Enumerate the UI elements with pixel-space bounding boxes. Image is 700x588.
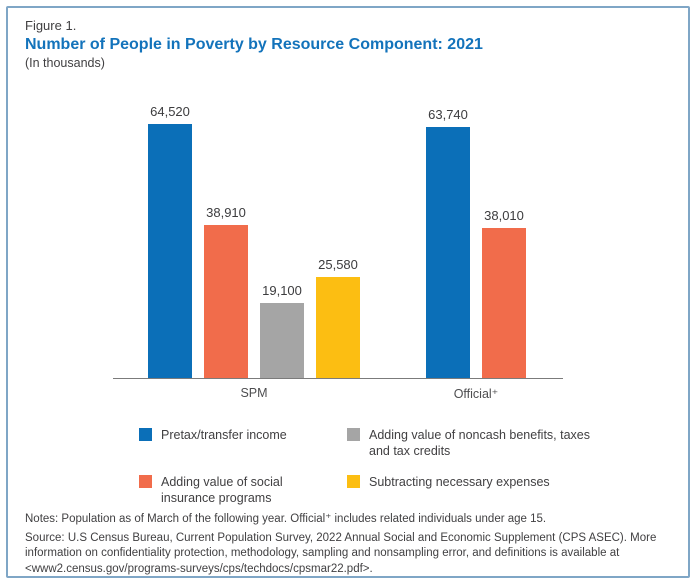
bar-value-label: 25,580 <box>318 257 358 272</box>
legend-item: Subtracting necessary expenses <box>347 474 605 507</box>
bar: 38,910 <box>204 205 248 378</box>
source-text: Source: U.S Census Bureau, Current Popul… <box>25 531 657 575</box>
bar: 64,520 <box>148 104 192 378</box>
bar-value-label: 38,010 <box>484 208 524 223</box>
figure-subtitle: (In thousands) <box>25 56 105 71</box>
category-label-official: Official⁺ <box>453 387 499 401</box>
figure-number: Figure 1. <box>25 18 77 33</box>
figure-title: Number of People in Poverty by Resource … <box>25 35 483 53</box>
figure-card: Figure 1. Number of People in Poverty by… <box>6 6 690 578</box>
notes-text: Notes: Population as of March of the fol… <box>25 513 547 525</box>
bar-group-spm: 64,520 38,910 19,100 25,580 <box>148 104 360 378</box>
legend-swatch-icon <box>347 474 360 488</box>
bar: 25,580 <box>316 257 360 378</box>
notes-block: Notes: Population as of March of the fol… <box>25 512 667 581</box>
bar-value-label: 19,100 <box>262 283 302 298</box>
bar-value-label: 38,910 <box>206 205 246 220</box>
legend-label: Adding value of noncash benefits, taxes … <box>369 428 590 459</box>
legend-item: Adding value of social insurance program… <box>139 474 347 507</box>
legend-swatch-icon <box>139 474 152 488</box>
legend: Pretax/transfer income Adding value of no… <box>139 427 605 506</box>
legend-item: Adding value of noncash benefits, taxes … <box>347 427 605 460</box>
legend-item: Pretax/transfer income <box>139 427 347 460</box>
chart-plot: 64,520 38,910 19,100 25,580 SPM 63,740 38,010 O… <box>113 100 563 401</box>
legend-swatch-icon <box>139 428 152 441</box>
bar-value-label: 64,520 <box>150 104 190 119</box>
bar: 38,010 <box>482 208 526 378</box>
legend-label: Pretax/transfer income <box>161 428 287 442</box>
bar: 19,100 <box>260 283 304 378</box>
figure-header: Figure 1. Number of People in Poverty by… <box>25 17 483 72</box>
bar-value-label: 63,740 <box>428 107 468 122</box>
legend-swatch-icon <box>347 428 360 441</box>
bar: 63,740 <box>426 107 470 378</box>
bar-group-official: 63,740 38,010 <box>426 107 526 378</box>
legend-label: Subtracting necessary expenses <box>369 474 550 489</box>
legend-label: Adding value of social insurance program… <box>161 474 283 505</box>
category-label-spm: SPM <box>240 386 268 400</box>
